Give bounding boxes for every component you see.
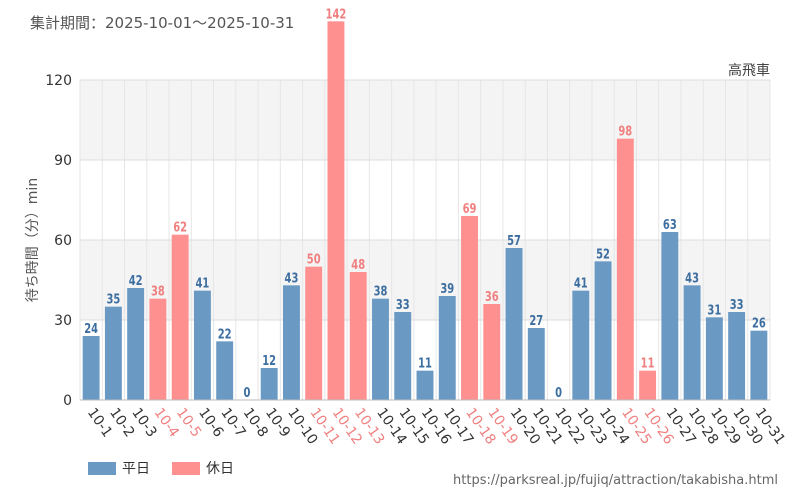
source-url: https://parksreal.jp/fujiq/attraction/ta… <box>453 473 778 488</box>
bar-10-31 <box>750 330 768 400</box>
bar-10-12 <box>327 21 345 400</box>
value-label: 52 <box>596 246 610 261</box>
bar-10-1 <box>82 336 100 400</box>
bar-10-5 <box>171 234 189 400</box>
bar-10-27 <box>661 232 679 400</box>
value-label: 12 <box>262 353 276 368</box>
value-label: 0 <box>555 385 562 400</box>
weekday-label: 平日 <box>122 461 150 477</box>
bar-10-9 <box>260 368 278 400</box>
value-label: 38 <box>151 284 165 299</box>
y-tick-label: 120 <box>45 73 72 89</box>
period-label: 集計期間：2025-10-01〜2025-10-31 <box>30 14 295 32</box>
bar-10-16 <box>416 370 434 400</box>
bar-10-23 <box>572 290 590 400</box>
bar-10-14 <box>372 298 389 400</box>
value-label: 36 <box>485 289 499 304</box>
bar-10-20 <box>505 248 523 400</box>
value-label: 41 <box>196 276 210 291</box>
bar-10-25 <box>616 138 634 400</box>
value-label: 0 <box>243 385 250 400</box>
value-label: 24 <box>84 321 98 336</box>
bar-10-15 <box>394 312 412 400</box>
value-label: 57 <box>507 233 521 248</box>
holiday-swatch <box>172 461 200 475</box>
value-label: 98 <box>618 124 632 139</box>
y-tick-label: 60 <box>54 233 72 249</box>
bar-10-2 <box>104 306 122 400</box>
bar-10-26 <box>639 370 657 400</box>
value-label: 38 <box>374 284 388 299</box>
value-label: 35 <box>106 292 120 307</box>
value-label: 39 <box>440 281 454 296</box>
bar-10-18 <box>461 216 478 400</box>
value-label: 48 <box>351 257 365 272</box>
bar-10-24 <box>594 261 612 400</box>
value-label: 27 <box>529 313 543 328</box>
bar-10-17 <box>438 296 456 400</box>
weekday-swatch <box>88 461 116 475</box>
legend: 平日 休日 <box>88 458 234 478</box>
bar-10-29 <box>705 317 723 400</box>
grid-band <box>80 80 770 160</box>
value-label: 31 <box>707 302 721 317</box>
bar-10-13 <box>349 272 367 400</box>
y-tick-label: 0 <box>63 393 72 409</box>
value-label: 26 <box>752 316 766 331</box>
value-label: 41 <box>574 276 588 291</box>
value-label: 43 <box>285 270 299 285</box>
value-label: 63 <box>663 217 677 232</box>
value-label: 33 <box>396 297 410 312</box>
bar-10-30 <box>728 312 746 400</box>
bar-10-10 <box>282 285 300 400</box>
bar-10-28 <box>683 285 701 400</box>
legend-item-weekday[interactable]: 平日 <box>88 458 150 478</box>
y-axis-label: 待ち時間（分）min <box>25 178 41 302</box>
bar-10-4 <box>149 298 167 400</box>
value-label: 50 <box>307 252 321 267</box>
bar-10-6 <box>193 290 211 400</box>
bar-10-19 <box>483 304 501 400</box>
bar-10-7 <box>216 341 234 400</box>
value-label: 22 <box>218 326 232 341</box>
value-label: 11 <box>641 356 655 371</box>
legend-item-holiday[interactable]: 休日 <box>172 458 234 478</box>
y-tick-label: 90 <box>54 153 72 169</box>
value-label: 43 <box>685 270 699 285</box>
bar-10-11 <box>305 266 323 400</box>
y-tick-label: 30 <box>54 313 72 329</box>
value-label: 11 <box>418 356 432 371</box>
value-label: 69 <box>463 201 477 216</box>
value-label: 33 <box>730 297 744 312</box>
attraction-name: 高飛車 <box>728 63 770 79</box>
value-label: 62 <box>173 220 187 235</box>
bar-10-21 <box>527 328 545 400</box>
value-label: 142 <box>326 6 347 21</box>
holiday-label: 休日 <box>206 461 234 477</box>
bar-10-3 <box>127 288 145 400</box>
value-label: 42 <box>129 273 143 288</box>
